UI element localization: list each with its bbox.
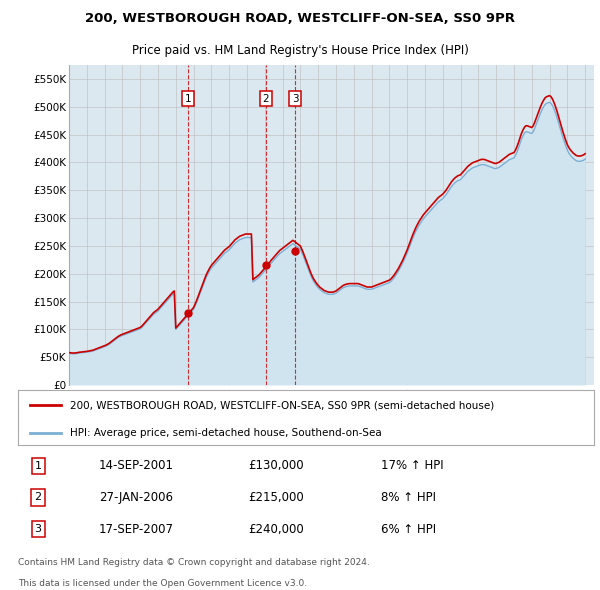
Text: £130,000: £130,000 bbox=[248, 460, 304, 473]
Text: 8% ↑ HPI: 8% ↑ HPI bbox=[381, 491, 436, 504]
Text: 200, WESTBOROUGH ROAD, WESTCLIFF-ON-SEA, SS0 9PR (semi-detached house): 200, WESTBOROUGH ROAD, WESTCLIFF-ON-SEA,… bbox=[70, 401, 494, 411]
Text: 6% ↑ HPI: 6% ↑ HPI bbox=[381, 523, 436, 536]
Text: 3: 3 bbox=[35, 524, 41, 534]
Text: 200, WESTBOROUGH ROAD, WESTCLIFF-ON-SEA, SS0 9PR: 200, WESTBOROUGH ROAD, WESTCLIFF-ON-SEA,… bbox=[85, 12, 515, 25]
Text: 14-SEP-2001: 14-SEP-2001 bbox=[98, 460, 173, 473]
Text: 17-SEP-2007: 17-SEP-2007 bbox=[98, 523, 173, 536]
Text: Contains HM Land Registry data © Crown copyright and database right 2024.: Contains HM Land Registry data © Crown c… bbox=[18, 558, 370, 567]
Text: 27-JAN-2006: 27-JAN-2006 bbox=[98, 491, 173, 504]
Text: £240,000: £240,000 bbox=[248, 523, 304, 536]
Text: 17% ↑ HPI: 17% ↑ HPI bbox=[381, 460, 443, 473]
Text: This data is licensed under the Open Government Licence v3.0.: This data is licensed under the Open Gov… bbox=[18, 579, 307, 588]
Text: 1: 1 bbox=[35, 461, 41, 471]
Text: 2: 2 bbox=[35, 493, 42, 503]
Text: £215,000: £215,000 bbox=[248, 491, 304, 504]
Text: 1: 1 bbox=[185, 94, 192, 104]
Text: Price paid vs. HM Land Registry's House Price Index (HPI): Price paid vs. HM Land Registry's House … bbox=[131, 44, 469, 57]
Text: 3: 3 bbox=[292, 94, 299, 104]
Text: 2: 2 bbox=[263, 94, 269, 104]
Text: HPI: Average price, semi-detached house, Southend-on-Sea: HPI: Average price, semi-detached house,… bbox=[70, 428, 382, 438]
